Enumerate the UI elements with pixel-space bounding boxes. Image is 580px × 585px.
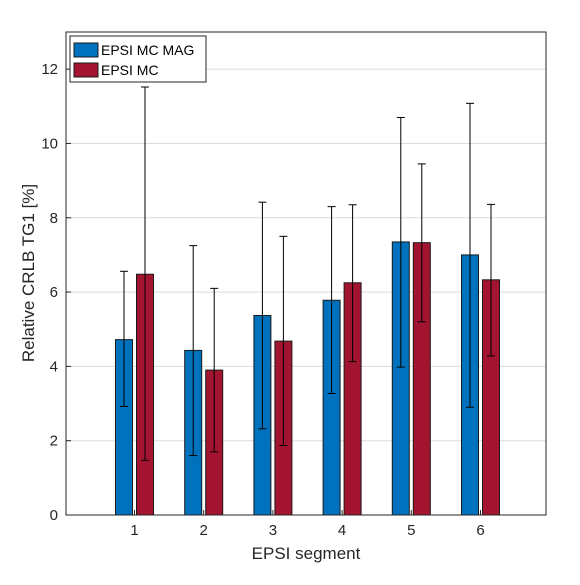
y-axis-title: Relative CRLB TG1 [%] (19, 184, 38, 362)
error-bars (120, 86, 495, 461)
error-bar-epsi-mc-mag-5 (396, 116, 405, 368)
error-bar-epsi-mc-mag-3 (258, 201, 267, 430)
error-bar-epsi-mc-2 (210, 287, 219, 453)
error-bar-epsi-mc-mag-4 (327, 206, 336, 395)
error-bar-epsi-mc-5 (417, 163, 426, 323)
x-tick-label: 1 (130, 522, 138, 539)
legend: EPSI MC MAG EPSI MC (69, 35, 207, 83)
y-tick-label: 12 (41, 61, 58, 78)
error-bar-epsi-mc-3 (279, 235, 288, 447)
error-bar-epsi-mc-6 (487, 203, 495, 357)
y-tick-label: 6 (50, 284, 58, 301)
x-tick-label: 6 (476, 522, 484, 539)
legend-swatch-epsi-mc (73, 62, 99, 78)
y-tick-label: 10 (41, 135, 58, 152)
x-tick-label: 3 (269, 522, 277, 539)
error-bar-epsi-mc-mag-1 (120, 270, 128, 408)
y-tick-label: 8 (50, 210, 58, 227)
x-tick-label: 2 (200, 522, 208, 539)
error-bar-epsi-mc-4 (348, 204, 357, 363)
error-bar-epsi-mc-mag-2 (189, 245, 198, 457)
legend-label-epsi-mc-mag: EPSI MC MAG (101, 42, 194, 58)
plot-frame (65, 31, 547, 516)
y-tick-label: 0 (50, 507, 58, 524)
error-bar-epsi-mc-mag-6 (466, 102, 474, 408)
x-axis-title: EPSI segment (252, 544, 361, 563)
y-tick-label: 4 (50, 358, 58, 375)
legend-swatch-epsi-mc-mag (73, 42, 99, 58)
y-tick-label: 2 (50, 433, 58, 450)
error-bar-epsi-mc-1 (141, 86, 149, 461)
x-tick-label: 4 (338, 522, 346, 539)
x-tick-label: 5 (407, 522, 415, 539)
legend-label-epsi-mc: EPSI MC (101, 62, 159, 78)
